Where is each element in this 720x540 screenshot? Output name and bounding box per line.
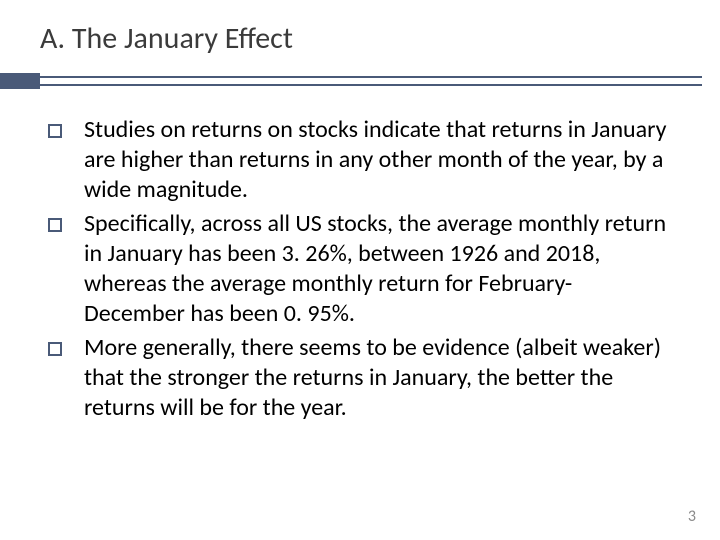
bullet-text: Specifically, across all US stocks, the …	[84, 209, 672, 329]
rule-line	[40, 76, 702, 86]
bullet-text: More generally, there seems to be eviden…	[84, 333, 672, 423]
square-bullet-icon	[48, 218, 62, 232]
list-item: More generally, there seems to be eviden…	[48, 333, 672, 423]
list-item: Studies on returns on stocks indicate th…	[48, 115, 672, 205]
bullet-list: Studies on returns on stocks indicate th…	[48, 115, 672, 423]
list-item: Specifically, across all US stocks, the …	[48, 209, 672, 329]
title-rule	[0, 73, 720, 89]
bullet-text: Studies on returns on stocks indicate th…	[84, 115, 672, 205]
slide-title: A. The January Effect	[40, 20, 680, 57]
title-area: A. The January Effect	[0, 0, 720, 67]
page-number: 3	[688, 507, 696, 526]
content-area: Studies on returns on stocks indicate th…	[0, 89, 720, 423]
square-bullet-icon	[48, 342, 62, 356]
accent-block	[0, 73, 40, 89]
square-bullet-icon	[48, 124, 62, 138]
